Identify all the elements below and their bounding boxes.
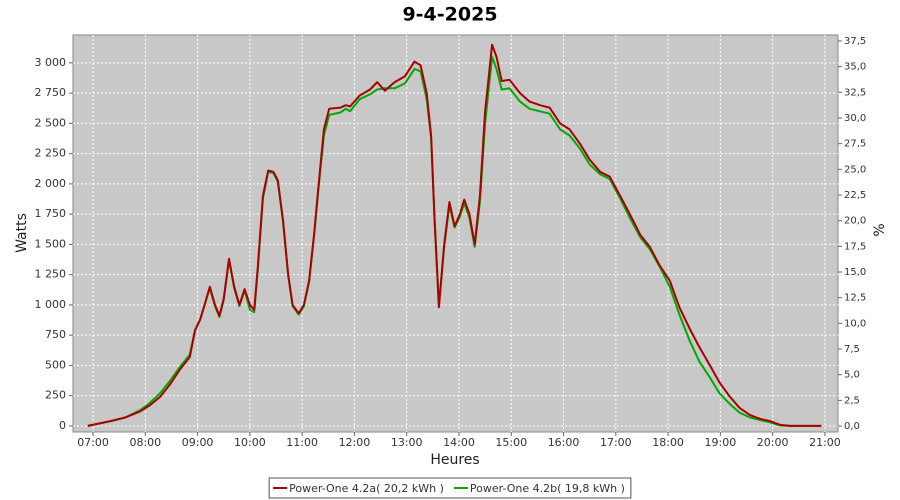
x-axis-label: Heures: [430, 452, 479, 468]
x-tick-label: 20:00: [757, 436, 789, 449]
plot-area: [72, 34, 839, 433]
legend-label: Power-One 4.2a( 20,2 kWh ): [289, 482, 444, 495]
y-tick-label: 2 500: [35, 116, 67, 129]
y2-tick-label: 10,0: [844, 318, 866, 329]
x-tick-label: 10:00: [234, 436, 266, 449]
x-tick-label: 09:00: [182, 436, 214, 449]
y-tick-label: 2 250: [35, 147, 67, 160]
y-tick-label: 3 000: [35, 56, 67, 69]
y2-tick-label: 20,0: [844, 216, 866, 227]
y2-tick-label: 17,5: [844, 241, 866, 252]
y-axis-label: Watts: [14, 213, 30, 253]
y-tick-label: 1 500: [35, 237, 67, 250]
legend-label: Power-One 4.2b( 19,8 kWh ): [470, 482, 625, 495]
y2-axis-label: %: [872, 223, 888, 236]
x-tick-label: 08:00: [129, 436, 161, 449]
legend: Power-One 4.2a( 20,2 kWh ) Power-One 4.2b…: [268, 477, 632, 499]
y-tick-label: 2 000: [35, 177, 67, 190]
y2-tick-label: 25,0: [844, 164, 866, 175]
y2-tick-label: 0,0: [844, 421, 860, 432]
x-tick-label: 17:00: [600, 436, 632, 449]
y-tick-label: 2 750: [35, 86, 67, 99]
x-tick-label: 11:00: [286, 436, 318, 449]
x-tick-label: 13:00: [391, 436, 423, 449]
x-tick-label: 18:00: [652, 436, 684, 449]
y2-tick-label: 27,5: [844, 139, 866, 150]
y2-tick-label: 32,5: [844, 87, 866, 98]
x-tick-label: 19:00: [705, 436, 737, 449]
y-tick-label: 250: [45, 389, 66, 402]
series-line: [87, 43, 822, 427]
x-tick-label: 14:00: [443, 436, 475, 449]
y-tick-label: 750: [45, 328, 66, 341]
y2-tick-label: 12,5: [844, 293, 866, 304]
y2-tick-label: 35,0: [844, 62, 866, 73]
y-tick-label: 500: [45, 358, 66, 371]
chart-title: 9-4-2025: [402, 4, 497, 26]
x-tick-label: 21:00: [809, 436, 841, 449]
y2-tick-label: 2,5: [844, 395, 860, 406]
y2-tick-label: 15,0: [844, 267, 866, 278]
y2-tick-label: 37,5: [844, 36, 866, 47]
y-tick-label: 1 250: [35, 268, 67, 281]
x-tick-label: 07:00: [77, 436, 109, 449]
y2-tick-label: 30,0: [844, 113, 866, 124]
y-tick-label: 1 000: [35, 298, 67, 311]
y2-tick-label: 5,0: [844, 370, 860, 381]
y2-tick-label: 22,5: [844, 190, 866, 201]
y2-tick-label: 7,5: [844, 344, 860, 355]
y-tick-label: 1 750: [35, 207, 67, 220]
x-tick-label: 15:00: [495, 436, 527, 449]
x-tick-label: 12:00: [339, 436, 371, 449]
legend-box: [268, 477, 632, 499]
y-tick-label: 0: [59, 419, 66, 432]
x-tick-label: 16:00: [548, 436, 580, 449]
